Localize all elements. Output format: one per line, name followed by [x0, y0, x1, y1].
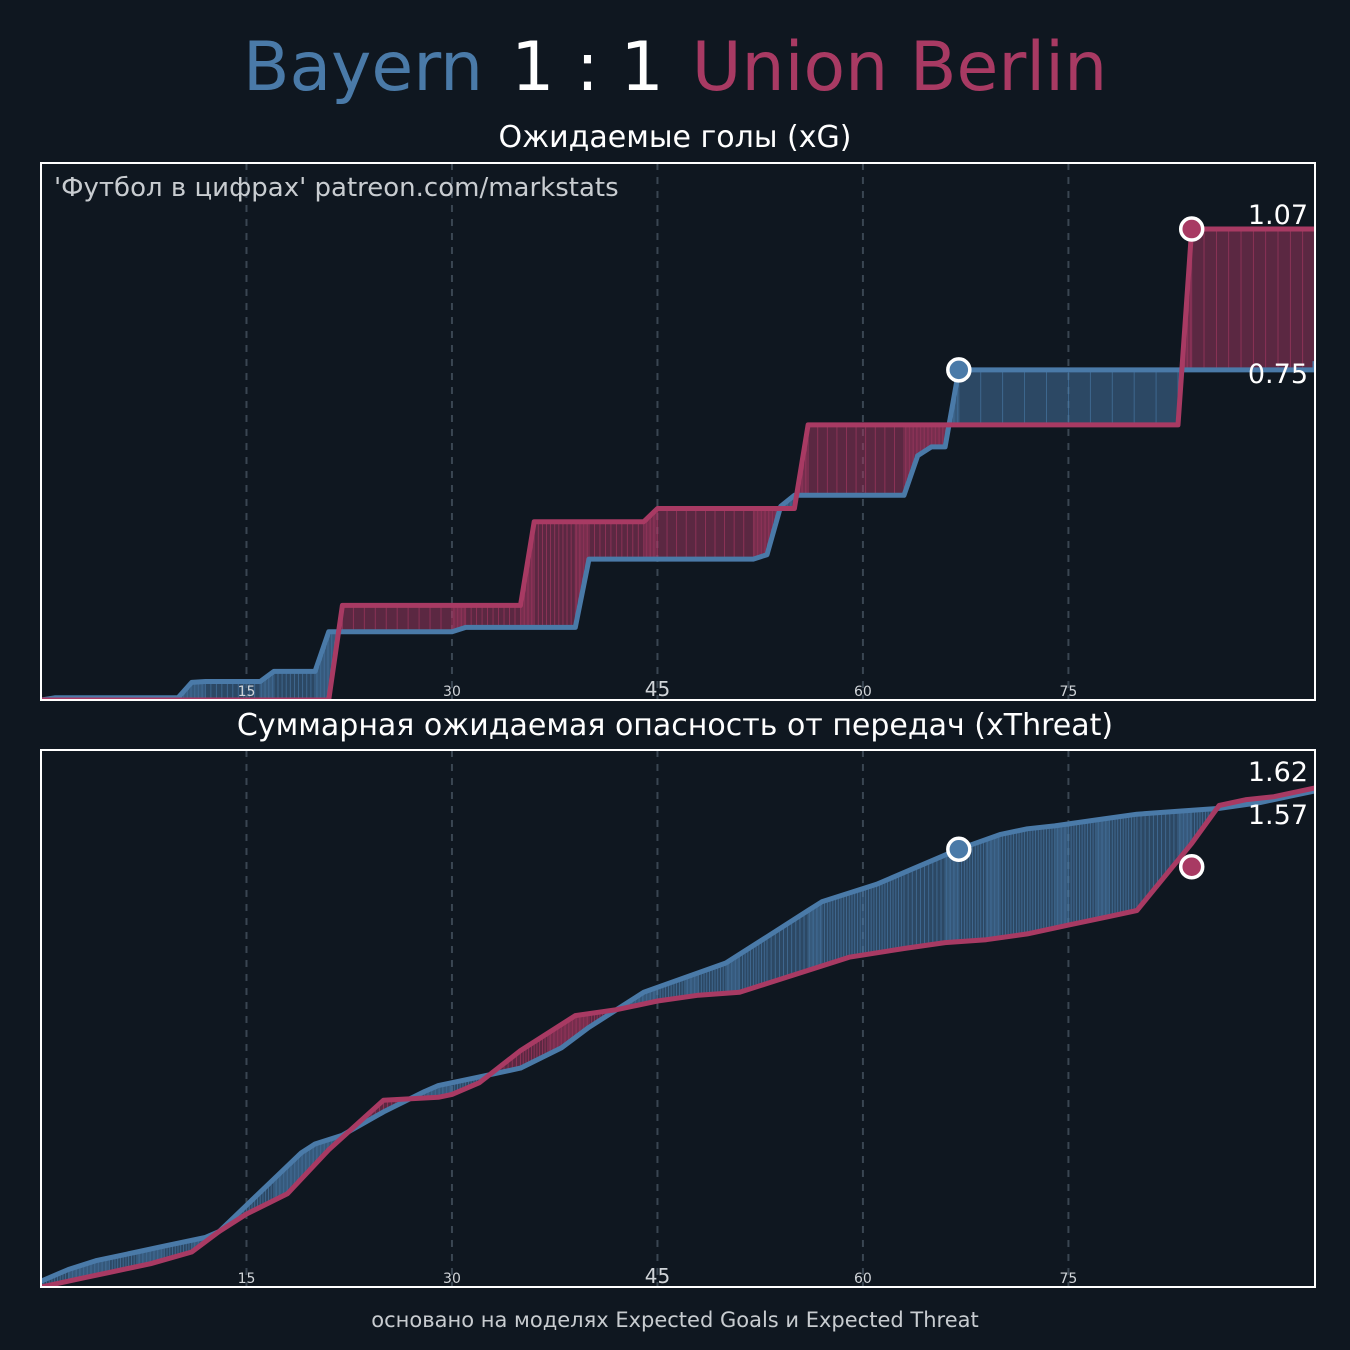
- xthreat-chart: 15 30 45 60 75 1.62 1.57: [40, 749, 1316, 1288]
- xg-chart-title: Ожидаемые голы (xG): [498, 120, 852, 155]
- away-series-line: [41, 785, 1315, 1287]
- watermark: 'Футбол в цифрах' patreon.com/markstats: [54, 173, 619, 203]
- plot-frame: [40, 749, 1316, 1288]
- end-value-label: 0.75: [1248, 359, 1308, 390]
- x-tick-label: 75: [1060, 684, 1078, 700]
- difference-fill: [41, 787, 1315, 1287]
- away-team-name: Union Berlin: [691, 28, 1108, 107]
- home-team-name: Bayern: [242, 28, 484, 107]
- plot-frame: [40, 162, 1316, 701]
- end-value-label: 1.62: [1248, 757, 1308, 788]
- score: 1 : 1: [511, 28, 664, 107]
- x-tick-label: 15: [238, 1271, 256, 1287]
- end-value-label: 1.57: [1248, 800, 1308, 831]
- x-tick-label: 75: [1060, 1271, 1078, 1287]
- away-goal-marker: [1178, 216, 1205, 242]
- difference-fill: [41, 228, 1315, 700]
- away-series-line: [41, 226, 1315, 700]
- xg-chart: 15 30 45 60 75 1.07 0.75 'Футбол в цифрах' patr…: [40, 162, 1316, 701]
- home-goal-marker: [946, 836, 972, 862]
- x-tick-label: 60: [854, 1271, 872, 1287]
- x-tick-label: 30: [443, 1271, 461, 1287]
- x-tick-label: 60: [854, 684, 872, 700]
- end-value-label: 1.07: [1248, 200, 1308, 231]
- x-tick-label: 45: [645, 677, 670, 701]
- xthreat-chart-title: Суммарная ожидаемая опасность от передач…: [236, 708, 1114, 743]
- match-header: Bayern 1 : 1 Union Berlin: [0, 28, 1350, 118]
- x-tick-label: 15: [238, 684, 256, 700]
- x-tick-label: 45: [645, 1264, 670, 1288]
- footer-note: основано на моделях Expected Goals и Exp…: [371, 1308, 979, 1332]
- x-tick-label: 30: [443, 684, 461, 700]
- home-goal-marker: [946, 357, 972, 383]
- home-series-line: [41, 361, 1315, 700]
- away-goal-marker: [1178, 853, 1205, 880]
